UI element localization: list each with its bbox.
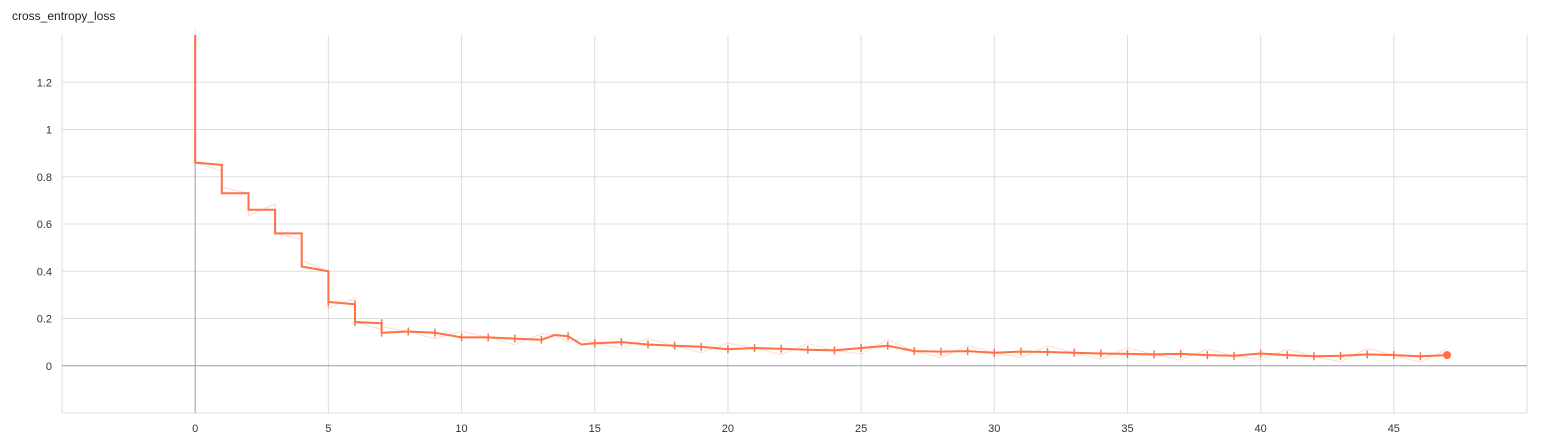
series-line <box>194 35 1448 358</box>
x-tick-label: 5 <box>325 423 331 435</box>
x-tick-label: 15 <box>589 423 601 435</box>
x-tick-label: 25 <box>855 423 867 435</box>
y-tick-label: 0 <box>46 361 52 373</box>
y-tick-label: 0.2 <box>37 314 52 326</box>
y-tick-label: 1.2 <box>37 77 52 89</box>
x-tick-label: 40 <box>1255 423 1267 435</box>
y-tick-label: 0.6 <box>37 219 52 231</box>
x-tick-label: 35 <box>1121 423 1133 435</box>
last-point-marker <box>1443 351 1452 360</box>
series-layer <box>194 29 1452 363</box>
x-tick-label: 0 <box>192 423 198 435</box>
y-tick-label: 0.8 <box>37 172 52 184</box>
x-tick-label: 10 <box>455 423 467 435</box>
tick-label-layer: 0 5 10 15 20 25 30 35 40 45 0 0.2 0.4 0.6 0.8 1 1.2 <box>37 77 1400 435</box>
chart-title: cross_entropy_loss <box>12 9 116 23</box>
y-tick-label: 0.4 <box>37 266 52 278</box>
x-tick-label: 20 <box>722 423 734 435</box>
y-tick-label: 1 <box>46 125 52 137</box>
x-tick-label: 30 <box>988 423 1000 435</box>
x-tick-label: 45 <box>1388 423 1400 435</box>
series-raw-line <box>194 29 1448 363</box>
